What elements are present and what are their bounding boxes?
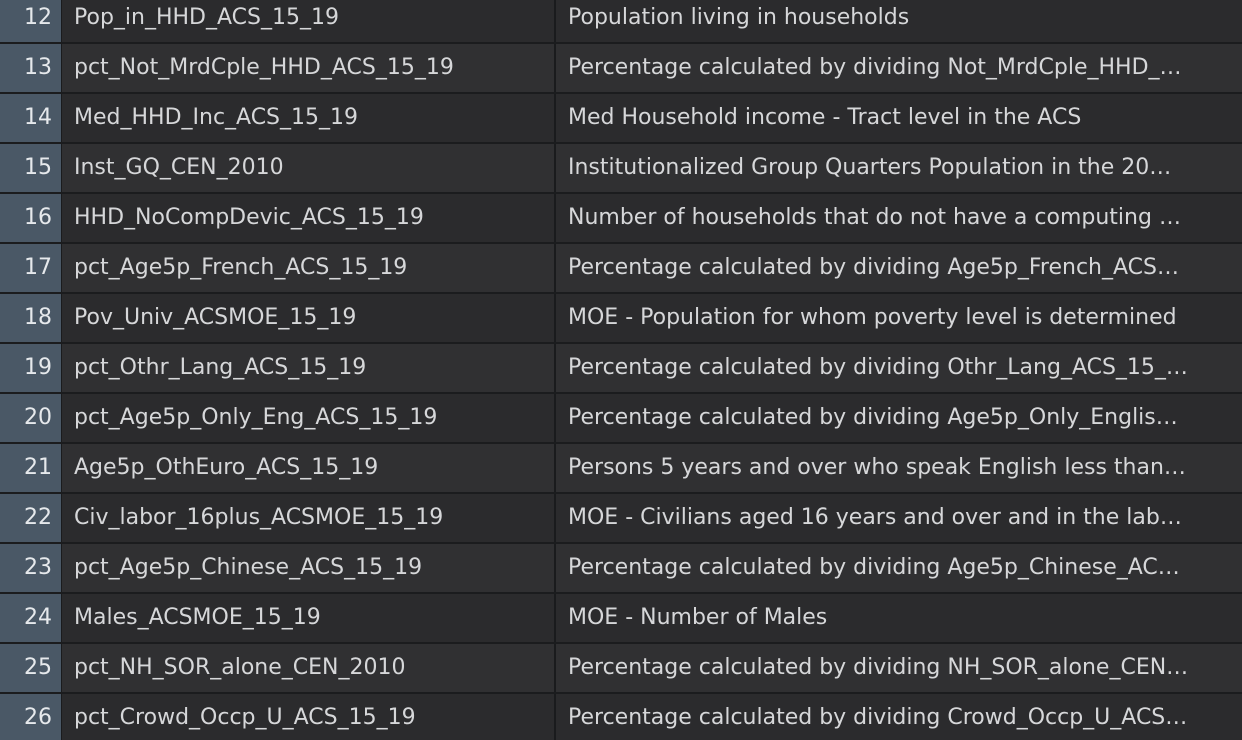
variable-name-cell[interactable]: Inst_GQ_CEN_2010	[62, 144, 556, 192]
row-number: 18	[0, 294, 62, 342]
table-row[interactable]: 18 Pov_Univ_ACSMOE_15_19 MOE - Populatio…	[0, 294, 1242, 342]
variable-description-cell[interactable]: Med Household income - Tract level in th…	[556, 94, 1242, 142]
row-number: 13	[0, 44, 62, 92]
variable-name-cell[interactable]: pct_Age5p_French_ACS_15_19	[62, 244, 556, 292]
variable-name-cell[interactable]: pct_Not_MrdCple_HHD_ACS_15_19	[62, 44, 556, 92]
variable-description-cell[interactable]: Population living in households	[556, 0, 1242, 42]
variable-description-cell[interactable]: MOE - Number of Males	[556, 594, 1242, 642]
row-number: 21	[0, 444, 62, 492]
table-row[interactable]: 20 pct_Age5p_Only_Eng_ACS_15_19 Percenta…	[0, 394, 1242, 442]
table-row[interactable]: 17 pct_Age5p_French_ACS_15_19 Percentage…	[0, 244, 1242, 292]
row-number: 20	[0, 394, 62, 442]
variable-name-cell[interactable]: pct_Crowd_Occp_U_ACS_15_19	[62, 694, 556, 740]
variable-description-cell[interactable]: Percentage calculated by dividing Age5p_…	[556, 544, 1242, 592]
table-row[interactable]: 21 Age5p_OthEuro_ACS_15_19 Persons 5 yea…	[0, 444, 1242, 492]
variable-name-cell[interactable]: Pov_Univ_ACSMOE_15_19	[62, 294, 556, 342]
variable-description-cell[interactable]: Percentage calculated by dividing Age5p_…	[556, 394, 1242, 442]
variable-description-cell[interactable]: Percentage calculated by dividing Othr_L…	[556, 344, 1242, 392]
row-number: 24	[0, 594, 62, 642]
row-number: 23	[0, 544, 62, 592]
variable-name-cell[interactable]: Age5p_OthEuro_ACS_15_19	[62, 444, 556, 492]
variable-description-cell[interactable]: MOE - Population for whom poverty level …	[556, 294, 1242, 342]
variable-name-cell[interactable]: HHD_NoCompDevic_ACS_15_19	[62, 194, 556, 242]
variable-description-cell[interactable]: Institutionalized Group Quarters Populat…	[556, 144, 1242, 192]
row-number: 22	[0, 494, 62, 542]
variable-description-cell[interactable]: Persons 5 years and over who speak Engli…	[556, 444, 1242, 492]
variable-description-cell[interactable]: Percentage calculated by dividing NH_SOR…	[556, 644, 1242, 692]
variable-name-cell[interactable]: Pop_in_HHD_ACS_15_19	[62, 0, 556, 42]
row-number: 12	[0, 0, 62, 42]
variable-name-cell[interactable]: Civ_labor_16plus_ACSMOE_15_19	[62, 494, 556, 542]
variable-description-cell[interactable]: Percentage calculated by dividing Not_Mr…	[556, 44, 1242, 92]
row-number: 14	[0, 94, 62, 142]
variable-name-cell[interactable]: pct_Age5p_Only_Eng_ACS_15_19	[62, 394, 556, 442]
variable-description-cell[interactable]: Percentage calculated by dividing Crowd_…	[556, 694, 1242, 740]
table-row[interactable]: 15 Inst_GQ_CEN_2010 Institutionalized Gr…	[0, 144, 1242, 192]
variable-description-cell[interactable]: MOE - Civilians aged 16 years and over a…	[556, 494, 1242, 542]
variable-name-cell[interactable]: Males_ACSMOE_15_19	[62, 594, 556, 642]
variable-name-cell[interactable]: pct_Othr_Lang_ACS_15_19	[62, 344, 556, 392]
variable-description-cell[interactable]: Number of households that do not have a …	[556, 194, 1242, 242]
variable-description-cell[interactable]: Percentage calculated by dividing Age5p_…	[556, 244, 1242, 292]
row-number: 25	[0, 644, 62, 692]
row-number: 19	[0, 344, 62, 392]
table-row[interactable]: 19 pct_Othr_Lang_ACS_15_19 Percentage ca…	[0, 344, 1242, 392]
table-row[interactable]: 12 Pop_in_HHD_ACS_15_19 Population livin…	[0, 0, 1242, 42]
variable-name-cell[interactable]: pct_Age5p_Chinese_ACS_15_19	[62, 544, 556, 592]
table-row[interactable]: 16 HHD_NoCompDevic_ACS_15_19 Number of h…	[0, 194, 1242, 242]
table-row[interactable]: 23 pct_Age5p_Chinese_ACS_15_19 Percentag…	[0, 544, 1242, 592]
table-row[interactable]: 14 Med_HHD_Inc_ACS_15_19 Med Household i…	[0, 94, 1242, 142]
variable-name-cell[interactable]: Med_HHD_Inc_ACS_15_19	[62, 94, 556, 142]
table-row[interactable]: 26 pct_Crowd_Occp_U_ACS_15_19 Percentage…	[0, 694, 1242, 740]
row-number: 26	[0, 694, 62, 740]
table-row[interactable]: 22 Civ_labor_16plus_ACSMOE_15_19 MOE - C…	[0, 494, 1242, 542]
row-number: 15	[0, 144, 62, 192]
table-row[interactable]: 13 pct_Not_MrdCple_HHD_ACS_15_19 Percent…	[0, 44, 1242, 92]
table-row[interactable]: 24 Males_ACSMOE_15_19 MOE - Number of Ma…	[0, 594, 1242, 642]
variable-name-cell[interactable]: pct_NH_SOR_alone_CEN_2010	[62, 644, 556, 692]
row-number: 16	[0, 194, 62, 242]
row-number: 17	[0, 244, 62, 292]
table-row[interactable]: 25 pct_NH_SOR_alone_CEN_2010 Percentage …	[0, 644, 1242, 692]
